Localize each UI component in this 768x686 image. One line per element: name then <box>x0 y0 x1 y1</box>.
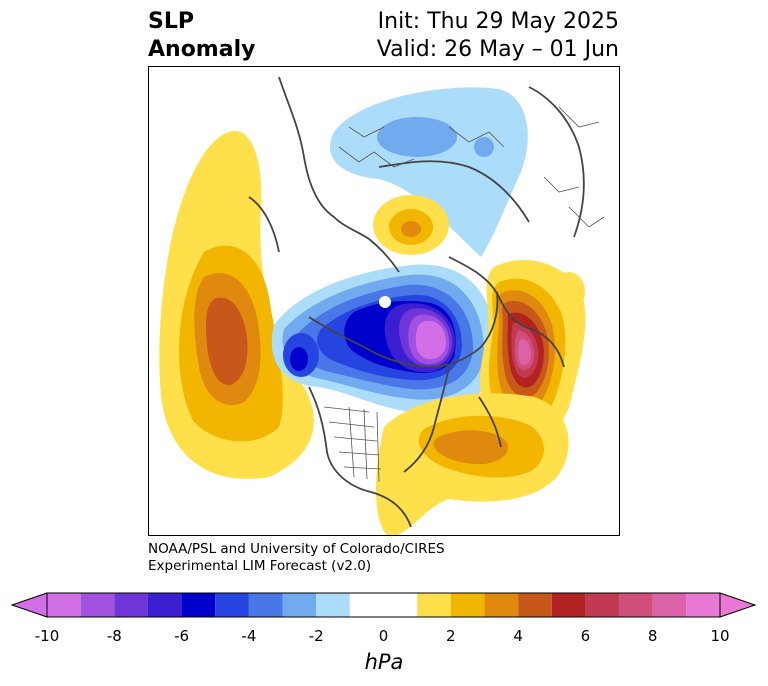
colorbar-bin <box>316 593 350 617</box>
colorbar-tick-label: -2 <box>308 627 324 645</box>
negative-anomaly-arctic <box>271 264 496 413</box>
colorbar-tick-label: 0 <box>378 627 389 645</box>
colorbar-bins <box>47 593 720 617</box>
map-panel <box>148 66 620 536</box>
colorbar-bin <box>47 593 81 617</box>
colorbar-tick-label: 2 <box>446 627 456 645</box>
init-date: Init: Thu 29 May 2025 <box>377 9 619 34</box>
colorbar-bin <box>619 593 653 617</box>
colorbar-bin <box>80 593 115 617</box>
positive-anomaly-scandinavia <box>479 259 586 443</box>
colorbar-tick-label: -6 <box>174 627 190 645</box>
political-borders <box>323 106 605 483</box>
colorbar-bin <box>686 593 720 617</box>
colorbar-unit: hPa <box>364 650 404 674</box>
colorbar-tick-label: 10 <box>710 627 730 645</box>
valid-date: Valid: 26 May – 01 Jun <box>376 37 619 62</box>
credit-line-2: Experimental LIM Forecast (v2.0) <box>148 558 372 574</box>
colorbar-tick-label: 8 <box>647 627 658 645</box>
positive-anomaly-north-atlantic <box>376 393 569 535</box>
positive-anomaly-north-pacific <box>159 130 314 479</box>
title-line-2: Anomaly <box>148 37 256 62</box>
colorbar-bin <box>652 593 687 617</box>
colorbar-bin <box>484 593 519 617</box>
colorbar-bin <box>551 593 586 617</box>
colorbar-bin <box>147 593 182 617</box>
map-title: SLP Anomaly <box>148 8 255 64</box>
colorbar-bin <box>417 593 451 617</box>
colorbar-tick-label: 4 <box>513 627 523 645</box>
colorbar-tick-label: -8 <box>106 627 122 645</box>
colorbar-tick-label: -10 <box>34 627 60 645</box>
colorbar <box>10 592 757 618</box>
colorbar-bin <box>349 593 418 617</box>
positive-anomaly-central-asia <box>373 195 449 255</box>
anomaly-map <box>159 76 605 535</box>
date-info: Init: Thu 29 May 2025 Valid: 26 May – 01… <box>377 8 619 64</box>
title-line-1: SLP <box>148 9 194 34</box>
coastlines <box>248 76 585 528</box>
colorbar-over-arrow <box>719 592 757 618</box>
colorbar-under-arrow <box>10 592 48 618</box>
colorbar-tick-label: -4 <box>241 627 257 645</box>
colorbar-bin <box>248 593 283 617</box>
credit-line-1: NOAA/PSL and University of Colorado/CIRE… <box>148 541 445 557</box>
colorbar-bin <box>181 593 216 617</box>
colorbar-bin <box>518 593 552 617</box>
colorbar-outline <box>46 592 721 618</box>
credit-text: NOAA/PSL and University of Colorado/CIRE… <box>148 541 445 575</box>
colorbar-bin <box>585 593 620 617</box>
colorbar-bin <box>114 593 148 617</box>
colorbar-bin <box>450 593 485 617</box>
colorbar-bin <box>282 593 317 617</box>
negative-anomaly-east-asia <box>330 87 528 257</box>
colorbar-tick-label: 6 <box>580 627 591 645</box>
colorbar-bin <box>215 593 249 617</box>
